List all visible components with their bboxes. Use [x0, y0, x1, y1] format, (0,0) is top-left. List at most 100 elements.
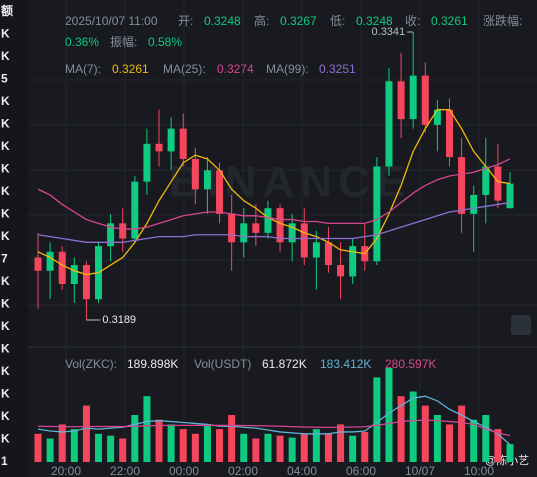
candle-body	[46, 251, 54, 271]
volume-bar	[155, 419, 163, 462]
x-tick-label: 10:00	[464, 464, 494, 477]
candle-body	[349, 246, 357, 277]
candle-body	[324, 242, 332, 266]
ma-line	[37, 201, 511, 243]
volume-bar	[252, 438, 260, 462]
volume-bar	[337, 424, 345, 462]
value: 0.3267	[280, 14, 317, 28]
volume-bar	[312, 429, 320, 462]
value: 0.3248	[204, 14, 241, 28]
candle-body	[34, 257, 42, 271]
label: 振幅:	[110, 34, 137, 49]
volume-ma-line	[37, 395, 511, 446]
volume-bar	[324, 433, 332, 462]
candle-body	[506, 183, 514, 209]
value: 0.36%	[65, 35, 99, 49]
volume-bar	[216, 429, 224, 462]
left-label: 1	[1, 454, 8, 468]
volume-bar	[349, 435, 357, 462]
label: Vol(ZKC):	[65, 357, 117, 371]
volume-bar	[34, 433, 42, 462]
candle-body	[458, 157, 466, 214]
x-tick-label: 22:00	[110, 464, 140, 477]
candle-body	[264, 208, 272, 233]
label: Vol(USDT)	[194, 357, 251, 371]
label: MA(25):	[163, 62, 206, 76]
label: 涨跌幅:	[483, 13, 522, 28]
candle-body	[179, 128, 187, 159]
left-label: K	[1, 342, 10, 356]
volume-bar	[361, 431, 369, 462]
value: 183.412K	[320, 357, 371, 371]
value: 0.58%	[148, 35, 182, 49]
left-label: K	[1, 432, 10, 446]
left-label: K	[1, 229, 10, 243]
candle-body	[167, 128, 175, 152]
left-label: K	[1, 162, 10, 176]
volume-bar	[228, 415, 236, 462]
candle-body	[155, 143, 163, 152]
left-label: K	[1, 207, 10, 221]
candle-body	[312, 242, 320, 258]
value: 61.872K	[262, 357, 307, 371]
volume-bar	[300, 433, 308, 462]
volume-bar	[264, 433, 272, 462]
volume-bar	[191, 433, 199, 462]
label: MA(7):	[65, 62, 101, 76]
ma-line	[37, 158, 511, 230]
volume-bar	[131, 415, 139, 462]
candle-body	[276, 208, 284, 243]
volume-bar	[119, 438, 127, 462]
volume-bar	[373, 377, 381, 462]
volume-bar	[203, 424, 211, 462]
value: 280.597K	[385, 357, 436, 371]
candle-body	[300, 223, 308, 258]
ma-line	[37, 109, 511, 276]
x-tick-label: 10/07	[405, 464, 435, 477]
volume-bar	[482, 415, 490, 462]
left-label: K	[1, 27, 10, 41]
left-label: K	[1, 117, 10, 131]
tool-button[interactable]	[511, 315, 531, 335]
volume-bar	[288, 437, 296, 462]
candle-body	[470, 194, 478, 214]
volume-bar	[167, 424, 175, 462]
low-annotation: 0.3189	[102, 314, 136, 326]
x-tick-label: 06:00	[346, 464, 376, 477]
volume-bar	[445, 424, 453, 462]
candle-body	[119, 223, 127, 239]
candle-body	[433, 109, 441, 125]
left-label: 5	[1, 72, 8, 86]
left-label: K	[1, 139, 10, 153]
x-tick-label: 00:00	[169, 464, 199, 477]
x-tick-label: 20:00	[51, 464, 81, 477]
left-label: K	[1, 364, 10, 378]
value: 0.3251	[319, 62, 356, 76]
volume-bar	[46, 438, 54, 462]
volume-bar	[409, 391, 417, 462]
volume-bar	[107, 435, 115, 462]
volume-bar	[421, 405, 429, 462]
label: MA(99):	[266, 62, 309, 76]
left-label: K	[1, 409, 10, 423]
high-annotation: 0.3341	[372, 26, 406, 38]
candle-body	[228, 213, 236, 243]
left-label: K	[1, 319, 10, 333]
volume-bar	[458, 405, 466, 462]
candle-body	[421, 75, 429, 125]
candle-body	[58, 251, 66, 284]
candle-body	[337, 265, 345, 277]
candle-body	[409, 75, 417, 120]
label: 高:	[254, 13, 269, 28]
candle-body	[131, 181, 139, 239]
candle-body	[397, 81, 405, 120]
candle-body	[216, 170, 224, 214]
candle-body	[445, 109, 453, 158]
candle-body	[203, 170, 211, 190]
candle-body	[494, 166, 502, 201]
left-label: K	[1, 94, 10, 108]
volume-bar	[70, 429, 78, 462]
x-tick-label: 02:00	[228, 464, 258, 477]
candle-body	[482, 166, 490, 195]
